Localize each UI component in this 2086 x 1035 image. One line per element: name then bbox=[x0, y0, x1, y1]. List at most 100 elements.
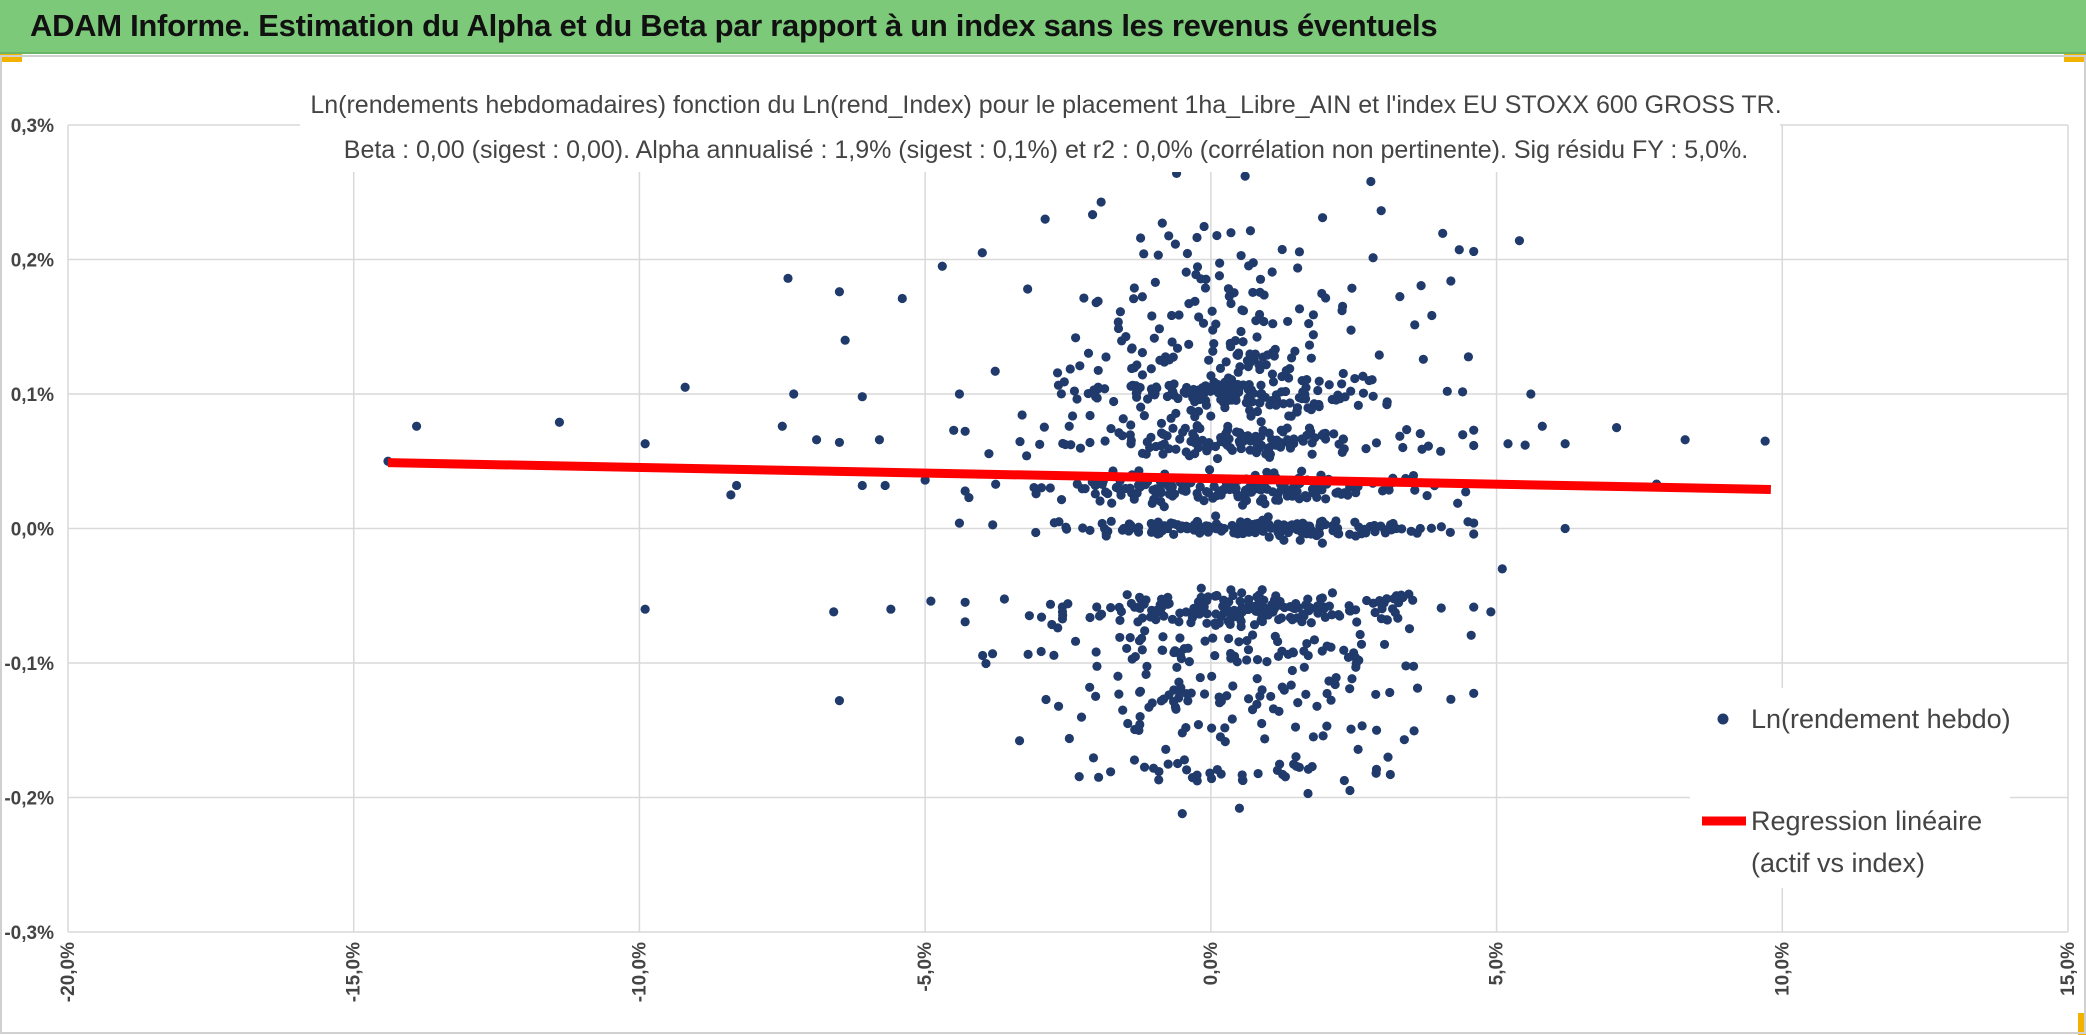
data-point bbox=[1246, 411, 1256, 421]
y-tick-label: 0,3% bbox=[11, 116, 54, 137]
data-point bbox=[1198, 318, 1209, 328]
data-point bbox=[1096, 197, 1106, 207]
data-point bbox=[1304, 318, 1314, 329]
data-point bbox=[1361, 444, 1371, 454]
data-point bbox=[1064, 421, 1074, 431]
data-point bbox=[1095, 496, 1105, 506]
data-point bbox=[1257, 718, 1267, 729]
data-point bbox=[1252, 332, 1262, 342]
data-point bbox=[1371, 725, 1382, 735]
data-point bbox=[1174, 310, 1184, 320]
data-point bbox=[1469, 425, 1479, 435]
data-point bbox=[1192, 422, 1202, 432]
data-point bbox=[1202, 609, 1212, 619]
data-point bbox=[1052, 368, 1063, 378]
data-point bbox=[1158, 429, 1168, 439]
data-point bbox=[1211, 524, 1221, 534]
data-point bbox=[960, 617, 970, 627]
data-point bbox=[1069, 386, 1080, 396]
data-point bbox=[1268, 377, 1279, 387]
data-point bbox=[1258, 494, 1268, 504]
data-point bbox=[1426, 523, 1437, 533]
data-point bbox=[1123, 718, 1133, 729]
data-point bbox=[1345, 684, 1355, 694]
y-tick-label: -0,2% bbox=[4, 789, 54, 810]
data-point bbox=[1222, 396, 1232, 406]
data-point bbox=[1760, 436, 1770, 446]
data-point bbox=[1014, 736, 1025, 746]
data-point bbox=[1234, 803, 1245, 813]
data-point bbox=[1408, 661, 1419, 671]
data-point bbox=[1301, 600, 1311, 610]
data-point bbox=[1350, 652, 1361, 663]
x-tick-label: 10,0% bbox=[1772, 942, 1793, 996]
legend-bg bbox=[1690, 688, 2010, 888]
data-point bbox=[1223, 421, 1233, 431]
data-point bbox=[1371, 764, 1382, 775]
data-point bbox=[1297, 528, 1307, 538]
data-point bbox=[1398, 442, 1408, 453]
data-point bbox=[1139, 762, 1150, 772]
data-point bbox=[1154, 324, 1165, 334]
data-point bbox=[1060, 439, 1070, 450]
data-point bbox=[1061, 522, 1071, 532]
data-point bbox=[1247, 630, 1258, 640]
data-point bbox=[1463, 517, 1473, 527]
data-point bbox=[1162, 391, 1173, 402]
data-point bbox=[1205, 465, 1215, 475]
data-point bbox=[1340, 392, 1350, 402]
data-point bbox=[1147, 311, 1157, 321]
tick-labels: 0,3% 0,2% 0,1% 0,0% -0,1% -0,2% -0,3%-20,0% -15… bbox=[4, 116, 2079, 1002]
data-point bbox=[1305, 521, 1315, 531]
data-point bbox=[1395, 431, 1405, 441]
data-point bbox=[1106, 423, 1116, 434]
data-point bbox=[1347, 283, 1357, 293]
data-point bbox=[1130, 651, 1140, 662]
data-point bbox=[1253, 768, 1263, 779]
data-point bbox=[1199, 689, 1210, 699]
data-point bbox=[1469, 529, 1479, 539]
data-point bbox=[1221, 431, 1232, 441]
data-point bbox=[857, 392, 867, 402]
data-point bbox=[1382, 594, 1392, 604]
data-point bbox=[1262, 350, 1273, 360]
data-point bbox=[1124, 526, 1134, 536]
data-point bbox=[1214, 692, 1224, 702]
data-point bbox=[1427, 310, 1437, 321]
data-point bbox=[1141, 669, 1151, 679]
data-point bbox=[1169, 529, 1179, 540]
data-point bbox=[1083, 388, 1093, 399]
data-point bbox=[1163, 759, 1173, 769]
data-point bbox=[1408, 595, 1418, 605]
data-point bbox=[1268, 598, 1278, 609]
data-point bbox=[1137, 613, 1148, 623]
data-point bbox=[1314, 376, 1324, 386]
data-point bbox=[1045, 483, 1055, 493]
data-point bbox=[1136, 233, 1146, 243]
data-point bbox=[1503, 439, 1513, 449]
corner-marker-bottom-right bbox=[2078, 1013, 2086, 1035]
data-point bbox=[1259, 316, 1269, 327]
data-point bbox=[1135, 687, 1145, 697]
data-point bbox=[1290, 722, 1301, 732]
data-point bbox=[1093, 772, 1104, 782]
data-point bbox=[1190, 412, 1200, 422]
data-point bbox=[1210, 441, 1221, 452]
data-point bbox=[1257, 616, 1268, 627]
data-point bbox=[1156, 496, 1166, 507]
data-point bbox=[1171, 444, 1181, 454]
data-point bbox=[1181, 267, 1191, 277]
data-point bbox=[1290, 346, 1300, 356]
data-point bbox=[1208, 346, 1218, 356]
data-point bbox=[949, 425, 959, 435]
data-point bbox=[1206, 773, 1217, 784]
data-point bbox=[1406, 526, 1416, 536]
data-point bbox=[411, 421, 422, 431]
data-point bbox=[834, 287, 845, 297]
data-point bbox=[811, 435, 822, 445]
data-point bbox=[1268, 319, 1278, 329]
data-point bbox=[1410, 485, 1420, 495]
data-point bbox=[1101, 531, 1111, 541]
data-point bbox=[1211, 620, 1221, 630]
data-point bbox=[1146, 518, 1156, 529]
